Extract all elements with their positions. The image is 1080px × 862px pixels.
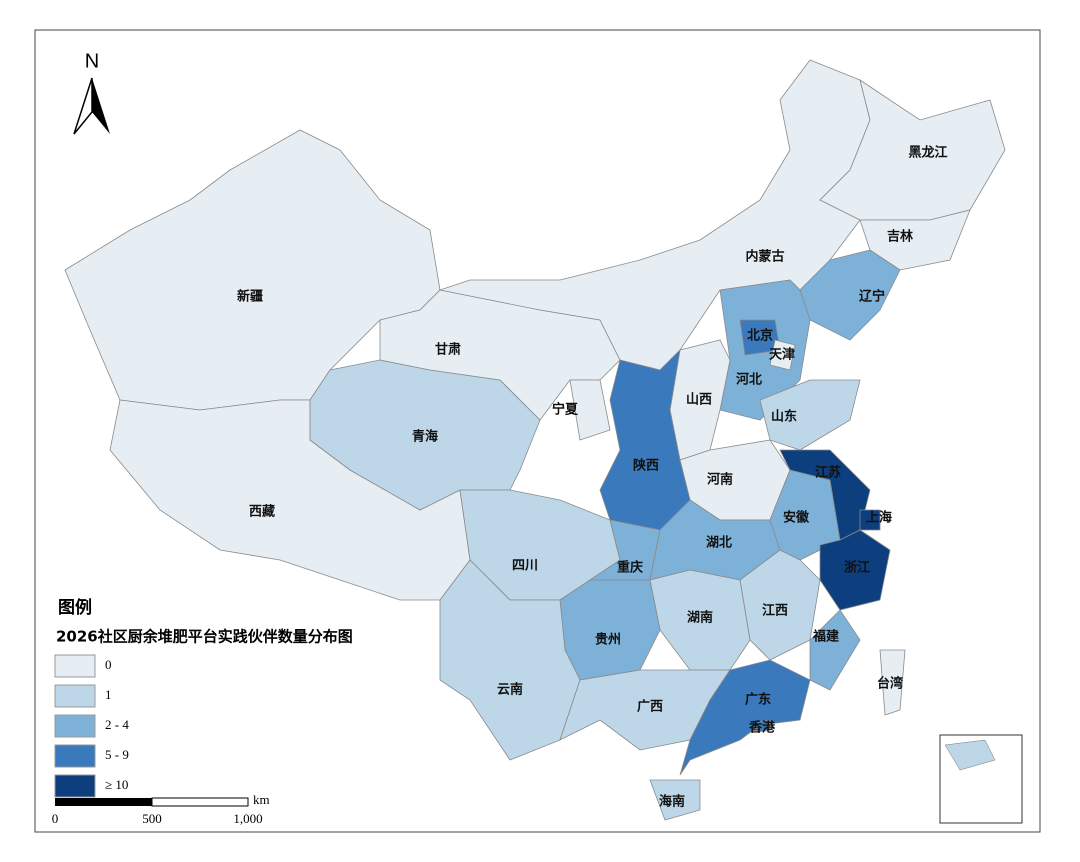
- scale-label: 0: [52, 811, 59, 826]
- inset-land: [944, 739, 996, 771]
- province-label: 西藏: [249, 504, 275, 520]
- north-arrow-right: [92, 78, 110, 134]
- province: [809, 609, 861, 691]
- legend-subtitle: 2026社区厨余堆肥平台实践伙伴数量分布图: [56, 628, 353, 646]
- legend: 0 1 2 - 4 5 - 9 ≥ 10: [54, 654, 129, 798]
- legend-label: 0: [105, 657, 112, 672]
- province-label: 重庆: [617, 560, 643, 576]
- province-label: 天津: [769, 347, 795, 363]
- legend-swatch: [54, 774, 96, 798]
- legend-label: 5 - 9: [105, 747, 129, 762]
- legend-swatch: [54, 744, 96, 768]
- province: [757, 719, 771, 733]
- province: [649, 569, 751, 671]
- province-label: 青海: [412, 429, 438, 445]
- province-label: 河北: [736, 372, 762, 388]
- provinces: [64, 59, 1006, 821]
- province-label: 内蒙古: [745, 249, 784, 265]
- scale-label: 500: [142, 811, 162, 826]
- province-label: 黑龙江: [908, 145, 947, 161]
- legend-swatch: [54, 654, 96, 678]
- north-label: N: [85, 50, 99, 72]
- province-label: 云南: [497, 682, 523, 698]
- province: [819, 529, 891, 611]
- north-arrow: N: [73, 50, 110, 135]
- province-label: 甘肃: [435, 342, 461, 358]
- province-label: 吉林: [887, 229, 913, 245]
- province-label: 湖南: [687, 610, 713, 626]
- province-label: 宁夏: [552, 402, 579, 418]
- legend-label: 1: [105, 687, 112, 702]
- province-label: 山东: [771, 409, 797, 425]
- province-label: 福建: [812, 629, 839, 645]
- province-label: 上海: [866, 510, 892, 526]
- province-label: 台湾: [877, 676, 903, 692]
- scale-bar: 0 500 1,000 km: [52, 792, 270, 826]
- province-label: 安徽: [783, 510, 810, 526]
- legend-label: ≥ 10: [105, 777, 128, 792]
- province-label: 陕西: [633, 458, 659, 474]
- province-label: 山西: [686, 392, 712, 408]
- province-label: 辽宁: [859, 289, 885, 305]
- province-label: 浙江: [844, 560, 870, 576]
- province: [739, 549, 821, 661]
- legend-swatch: [54, 714, 96, 738]
- scale-unit: km: [253, 792, 270, 807]
- scale-bar-light: [151, 797, 249, 807]
- province-label: 湖北: [706, 536, 732, 551]
- province: [769, 339, 796, 371]
- province: [679, 659, 811, 776]
- scale-bar-dark: [55, 798, 152, 806]
- province-label: 新疆: [237, 289, 263, 305]
- legend-label: 2 - 4: [105, 717, 129, 732]
- province-label: 香港: [748, 720, 776, 736]
- legend-swatch: [54, 684, 96, 708]
- province-label: 江西: [762, 603, 788, 619]
- province-label: 海南: [659, 794, 685, 810]
- province: [879, 649, 906, 716]
- province-label: 贵州: [595, 632, 621, 648]
- province: [649, 779, 701, 821]
- legend-title: 图例: [58, 597, 92, 618]
- province-label: 河南: [707, 472, 733, 488]
- province: [859, 509, 881, 531]
- scale-label: 1,000: [233, 811, 262, 826]
- province-label: 北京: [747, 328, 773, 344]
- province: [569, 379, 611, 441]
- province-label: 广西: [637, 699, 663, 715]
- province-label: 四川: [512, 559, 538, 574]
- province-label: 广东: [745, 692, 771, 708]
- province-label: 江苏: [815, 465, 841, 481]
